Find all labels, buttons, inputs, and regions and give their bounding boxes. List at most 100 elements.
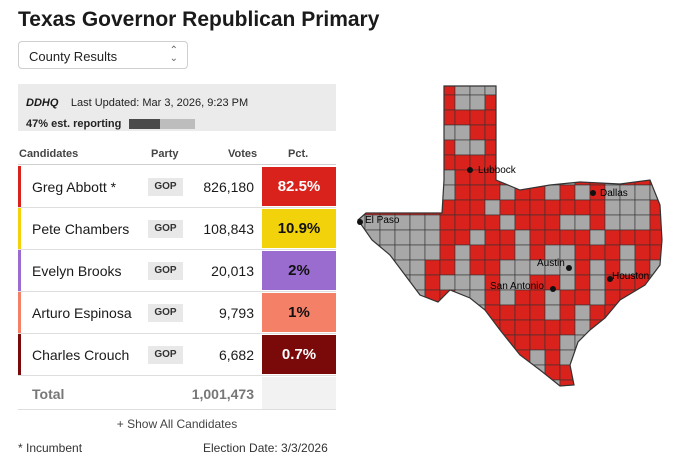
header-votes: Votes [228, 148, 258, 160]
county-cell [574, 154, 591, 171]
county-cell [649, 214, 662, 231]
county-cell [358, 319, 366, 336]
candidate-row: Evelyn Brooks GOP 20,013 2% [18, 250, 336, 292]
county-cell [514, 289, 531, 306]
county-cell [529, 86, 546, 96]
county-cell [394, 139, 411, 156]
county-cell [454, 244, 471, 261]
county-cell [544, 289, 561, 306]
reporting-text: 47% est. reporting [26, 118, 122, 130]
county-cell [409, 379, 426, 386]
county-cell [589, 94, 606, 111]
county-cell [604, 94, 621, 111]
county-cell [379, 304, 396, 321]
show-all-candidates-button[interactable]: + Show All Candidates [116, 417, 238, 431]
county-cell [409, 86, 426, 96]
county-cell [544, 319, 561, 336]
county-cell [499, 289, 516, 306]
county-cell [358, 349, 366, 366]
reporting-progress-fill [129, 119, 161, 129]
county-cell [634, 334, 651, 351]
candidate-votes: 20,013 [211, 263, 254, 279]
county-cell [514, 139, 531, 156]
county-cell [529, 349, 546, 366]
county-cell [589, 379, 606, 386]
county-cell [364, 274, 381, 291]
county-cell [484, 364, 501, 381]
county-cell [514, 259, 531, 276]
county-cell [379, 169, 396, 186]
county-cell [424, 304, 441, 321]
city-label-el-paso: El Paso [365, 215, 400, 226]
county-cell [469, 199, 486, 216]
county-cell [364, 154, 381, 171]
county-cell [574, 364, 591, 381]
county-cell [544, 124, 561, 141]
county-cell [358, 109, 366, 126]
county-cell [604, 229, 621, 246]
county-cell [484, 214, 501, 231]
county-cell [574, 289, 591, 306]
county-cell [634, 169, 651, 186]
results-view-select[interactable]: County Results ⌃ ⌄ [18, 41, 188, 69]
county-cell [499, 364, 516, 381]
county-cell [454, 214, 471, 231]
last-updated-text: Last Updated: Mar 3, 2026, 9:23 PM [70, 97, 249, 109]
county-cell [379, 379, 396, 386]
county-cell [484, 94, 501, 111]
county-cell [379, 94, 396, 111]
county-cell [529, 94, 546, 111]
county-cell [439, 184, 456, 201]
county-cell [619, 304, 636, 321]
county-cell [379, 259, 396, 276]
county-cell [649, 86, 662, 96]
county-cell [634, 379, 651, 386]
county-cell [364, 319, 381, 336]
county-cell [364, 244, 381, 261]
candidate-votes: 9,793 [218, 305, 254, 321]
county-cell [454, 379, 471, 386]
city-label-houston: Houston [612, 271, 649, 282]
county-cell [358, 304, 366, 321]
county-cell [634, 229, 651, 246]
county-cell [379, 124, 396, 141]
county-cell [409, 169, 426, 186]
county-cell [409, 274, 426, 291]
county-cell [499, 379, 516, 386]
county-cell [499, 94, 516, 111]
county-cell [409, 349, 426, 366]
county-cell [469, 379, 486, 386]
county-cell [634, 364, 651, 381]
county-cell [439, 334, 456, 351]
county-cell [604, 244, 621, 261]
county-cell [619, 124, 636, 141]
county-cell [529, 214, 546, 231]
header-candidates: Candidates [19, 148, 79, 160]
county-cell [514, 244, 531, 261]
county-cell [559, 214, 576, 231]
county-cell [649, 289, 662, 306]
county-cell [574, 379, 591, 386]
county-cell [394, 109, 411, 126]
county-cell [469, 289, 486, 306]
county-cell [529, 289, 546, 306]
county-cell [499, 349, 516, 366]
county-cell [544, 94, 561, 111]
county-cell [358, 274, 366, 291]
county-cell [544, 349, 561, 366]
ddhq-logo: DDHQ [26, 97, 59, 109]
candidate-row: Pete Chambers GOP 108,843 10.9% [18, 208, 336, 250]
county-cell [514, 319, 531, 336]
city-dot [550, 286, 556, 292]
county-cell [634, 319, 651, 336]
county-cell [634, 154, 651, 171]
county-cell [665, 350, 670, 365]
county-cell [589, 349, 606, 366]
county-cell [589, 229, 606, 246]
county-cell [439, 259, 456, 276]
county-cell [424, 86, 441, 96]
county-cell [409, 214, 426, 231]
county-cell [559, 304, 576, 321]
county-cell [514, 229, 531, 246]
county-cell [559, 86, 576, 96]
